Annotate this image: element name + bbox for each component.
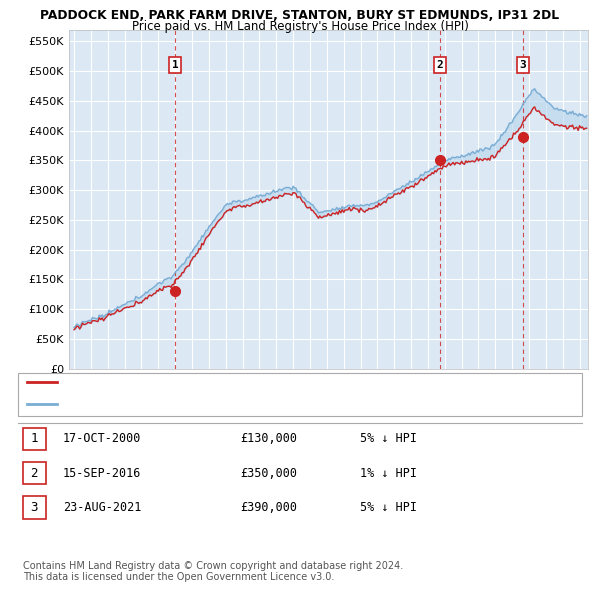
Text: 1: 1 bbox=[31, 432, 38, 445]
Text: PADDOCK END, PARK FARM DRIVE, STANTON, BURY ST EDMUNDS, IP31 2DL: PADDOCK END, PARK FARM DRIVE, STANTON, B… bbox=[40, 9, 560, 22]
Text: Price paid vs. HM Land Registry's House Price Index (HPI): Price paid vs. HM Land Registry's House … bbox=[131, 20, 469, 33]
Text: 23-AUG-2021: 23-AUG-2021 bbox=[63, 501, 142, 514]
Text: This data is licensed under the Open Government Licence v3.0.: This data is licensed under the Open Gov… bbox=[23, 572, 334, 582]
Text: £350,000: £350,000 bbox=[240, 467, 297, 480]
Text: 5% ↓ HPI: 5% ↓ HPI bbox=[360, 501, 417, 514]
Text: £130,000: £130,000 bbox=[240, 432, 297, 445]
Text: 17-OCT-2000: 17-OCT-2000 bbox=[63, 432, 142, 445]
Text: PADDOCK END, PARK FARM DRIVE, STANTON, BURY ST EDMUNDS, IP31 2DL (detached h: PADDOCK END, PARK FARM DRIVE, STANTON, B… bbox=[63, 378, 503, 387]
Text: Contains HM Land Registry data © Crown copyright and database right 2024.: Contains HM Land Registry data © Crown c… bbox=[23, 562, 403, 571]
Text: 1: 1 bbox=[172, 60, 179, 70]
Text: 15-SEP-2016: 15-SEP-2016 bbox=[63, 467, 142, 480]
Text: HPI: Average price, detached house, West Suffolk: HPI: Average price, detached house, West… bbox=[63, 399, 310, 408]
Text: 3: 3 bbox=[520, 60, 526, 70]
Text: 3: 3 bbox=[31, 501, 38, 514]
Text: £390,000: £390,000 bbox=[240, 501, 297, 514]
Text: 1% ↓ HPI: 1% ↓ HPI bbox=[360, 467, 417, 480]
Text: 5% ↓ HPI: 5% ↓ HPI bbox=[360, 432, 417, 445]
Text: 2: 2 bbox=[437, 60, 443, 70]
Text: 2: 2 bbox=[31, 467, 38, 480]
